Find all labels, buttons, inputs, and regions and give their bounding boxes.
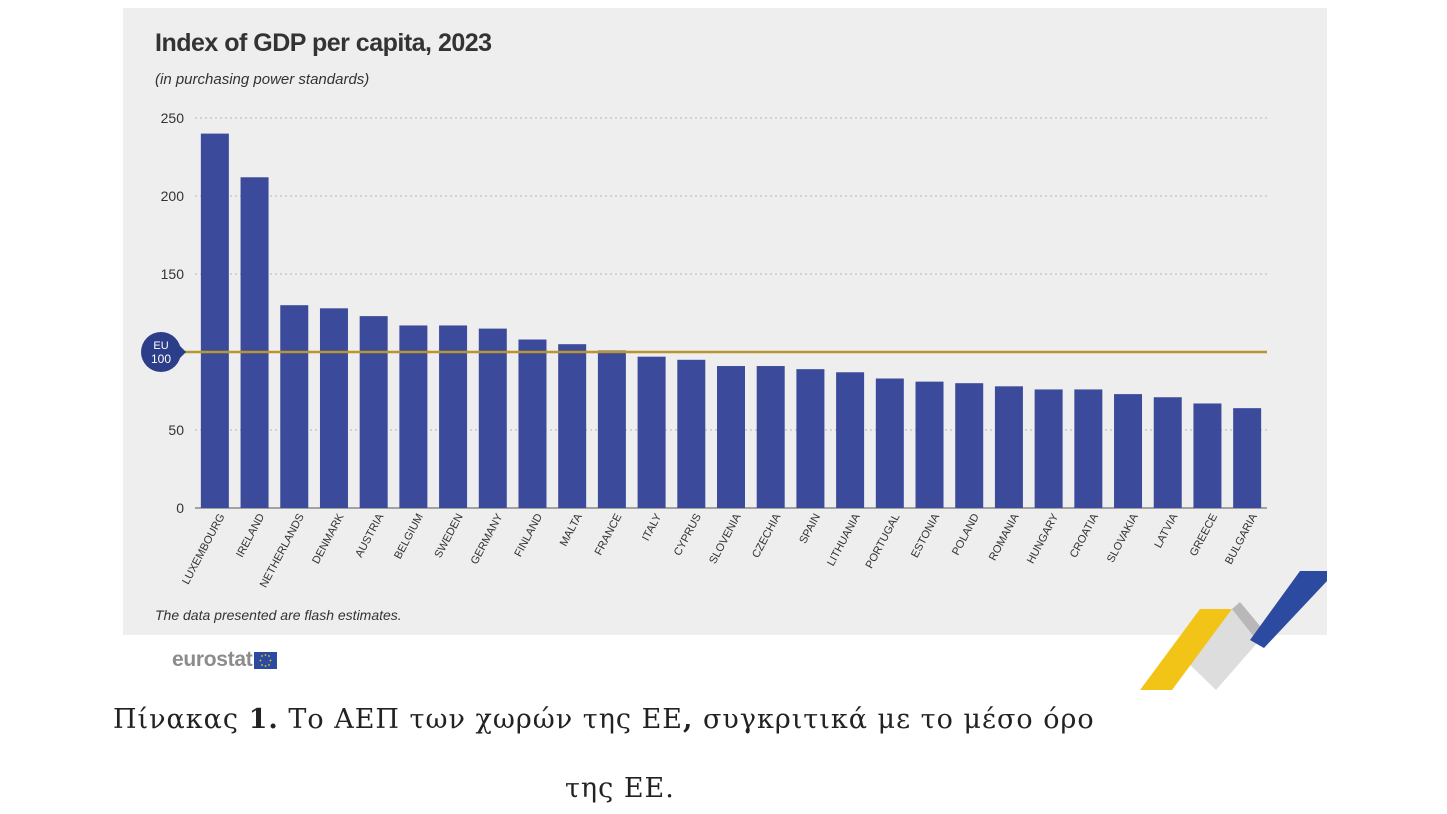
caption-text-end: συγκριτικά με το μέσο όρο [693,704,1095,735]
bar [1114,394,1143,508]
x-tick-label: CZECHIA [750,511,784,560]
bar [796,369,825,508]
eu-badge-value: 100 [151,352,171,366]
x-tick-label: NETHERLANDS [258,512,307,590]
eu-flag-icon [254,651,278,669]
chart-footnote: The data presented are flash estimates. [155,607,402,623]
bars [200,133,1262,508]
bar [478,328,507,508]
eu-badge-label: EU [153,340,168,352]
x-tick-label: BELGIUM [392,512,426,561]
chart-title: Index of GDP per capita, 2023 [155,29,492,57]
y-tick-label: 150 [161,266,185,282]
eu-badge [141,332,181,372]
x-tick-label: BULGARIA [1223,511,1260,566]
bar [836,372,865,508]
bar [1034,389,1063,508]
x-tick-label: SLOVAKIA [1105,511,1141,565]
x-tick-label: ITALY [640,511,664,543]
bar [558,344,587,508]
x-tick-label: AUSTRIA [353,511,386,559]
y-tick-label: 50 [168,422,184,438]
y-tick-label: 250 [161,110,185,126]
bar [1193,403,1222,508]
caption-comma: , [683,704,694,735]
figure-caption-line-2: της ΕΕ. [565,773,675,804]
bar [240,177,269,508]
x-tick-label: LATVIA [1152,511,1180,550]
y-axis-ticks: 0 50 150 200 250 [161,110,185,516]
x-tick-label: MALTA [558,511,585,548]
x-tick-label: SWEDEN [432,512,465,560]
x-tick-label: GERMANY [469,511,506,566]
bar-chart: 0 50 150 200 250 LUXEMBOURG IRELANDNETHERLAND… [141,110,1267,590]
bar [399,325,428,508]
eu-badge-pointer [179,345,186,359]
y-tick-label: 0 [176,500,184,516]
bar [677,359,706,508]
caption-text: Το ΑΕΠ των χωρών της ΕΕ [278,704,683,735]
x-tick-label: FRANCE [593,512,625,558]
x-tick-label: CYPRUS [672,512,704,558]
bar [518,339,547,508]
logo-text: eurostat [172,648,253,671]
bar [597,350,626,508]
bar [319,308,348,508]
bar [955,383,984,508]
y-tick-label: 200 [161,188,185,204]
bar [439,325,468,508]
bar [994,386,1023,508]
figure-caption-line-1: Πίνακας 1. Το ΑΕΠ των χωρών της ΕΕ, συγκ… [113,704,1095,735]
bar [1233,408,1262,508]
x-tick-label: LITHUANIA [825,511,863,568]
x-tick-label: ROMANIA [987,511,1022,563]
caption-prefix: Πίνακας [113,704,249,735]
bar [717,366,745,508]
x-tick-label: CROATIA [1068,511,1101,560]
chart-subtitle: (in purchasing power standards) [155,71,370,88]
x-tick-label: IRELAND [234,512,267,560]
eurostat-logo: eurostat [172,648,278,672]
x-tick-label: PORTUGAL [864,512,903,571]
bar [756,366,785,508]
x-tick-label: GREECE [1188,512,1220,559]
caption-number: 1. [248,704,279,735]
x-tick-label: SLOVENIA [707,511,744,566]
bar [200,133,229,508]
x-tick-label: LUXEMBOURG [180,512,227,587]
x-tick-label: DENMARK [310,511,347,566]
x-tick-label: ESTONIA [909,511,942,560]
bar [280,305,309,508]
bar [915,381,944,508]
bar [637,356,666,508]
x-tick-label: FINLAND [512,512,545,559]
bar [359,316,388,508]
x-tick-label: HUNGARY [1025,511,1062,566]
x-tick-label: SPAIN [797,512,823,546]
bar [1153,397,1182,508]
bar [875,378,904,508]
x-tick-label: POLAND [950,512,982,558]
bar [1074,389,1103,508]
